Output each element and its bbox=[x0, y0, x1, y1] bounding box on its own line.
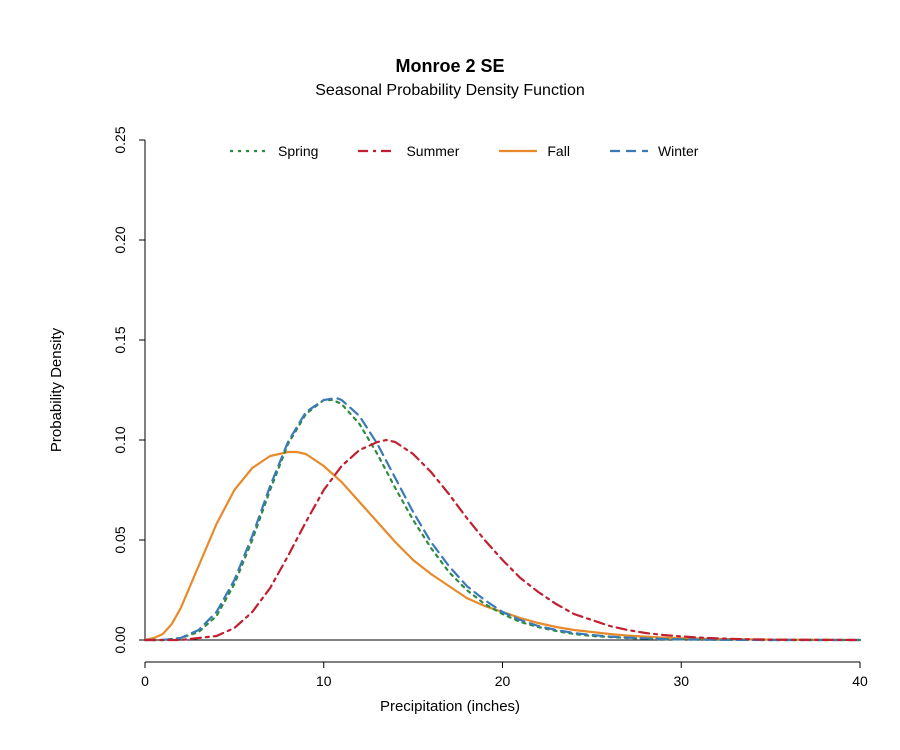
legend-label-summer: Summer bbox=[406, 143, 459, 159]
y-tick-label: 0.10 bbox=[112, 426, 128, 453]
legend-swatch-winter bbox=[610, 144, 648, 158]
x-tick-label: 0 bbox=[141, 673, 149, 689]
y-tick-label: 0.25 bbox=[112, 126, 128, 153]
x-tick-label: 10 bbox=[316, 673, 332, 689]
series-winter bbox=[145, 398, 860, 640]
series-spring bbox=[145, 400, 860, 640]
y-tick-label: 0.15 bbox=[112, 326, 128, 353]
legend-swatch-summer bbox=[358, 144, 396, 158]
legend-item-spring: Spring bbox=[230, 143, 318, 159]
x-tick-label: 40 bbox=[852, 673, 868, 689]
legend-swatch-fall bbox=[499, 144, 537, 158]
legend-label-spring: Spring bbox=[278, 143, 318, 159]
y-tick-label: 0.05 bbox=[112, 526, 128, 553]
chart-container: Monroe 2 SE Seasonal Probability Density… bbox=[0, 0, 900, 750]
legend-item-winter: Winter bbox=[610, 143, 698, 159]
legend-label-winter: Winter bbox=[658, 143, 698, 159]
plot-svg: 0 10 20 30 40 0.00 0.05 0.10 0.15 0.20 0.25 bbox=[0, 0, 900, 750]
legend-label-fall: Fall bbox=[547, 143, 570, 159]
legend-swatch-spring bbox=[230, 144, 268, 158]
legend-item-fall: Fall bbox=[499, 143, 570, 159]
y-tick-label: 0.20 bbox=[112, 226, 128, 253]
x-tick-label: 30 bbox=[673, 673, 689, 689]
legend-item-summer: Summer bbox=[358, 143, 459, 159]
legend: Spring Summer Fall Winter bbox=[230, 143, 698, 159]
x-tick-label: 20 bbox=[495, 673, 511, 689]
y-tick-label: 0.00 bbox=[112, 626, 128, 653]
